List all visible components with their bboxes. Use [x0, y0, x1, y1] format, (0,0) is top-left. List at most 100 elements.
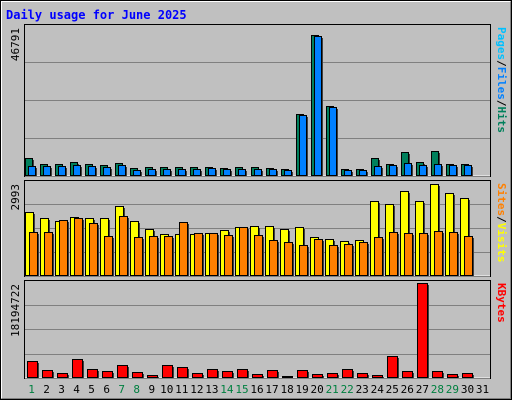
bar-sites-day-9 [149, 236, 158, 276]
legend-pages: Pages [495, 27, 508, 60]
bar-kbytes-day-28 [432, 371, 443, 378]
bar-sites-day-7 [119, 216, 128, 276]
bar-kbytes-day-24 [372, 375, 383, 378]
day-label-10: 10 [160, 383, 173, 396]
day-label-15: 15 [235, 383, 248, 396]
bar-files-day-4 [73, 165, 81, 176]
day-label-13: 13 [205, 383, 218, 396]
bar-sites-day-14 [224, 235, 233, 276]
day-label-14: 14 [220, 383, 234, 396]
bar-files-day-20 [314, 36, 322, 176]
bar-files-day-18 [284, 170, 292, 176]
bar-sites-day-19 [299, 245, 308, 276]
bar-sites-day-22 [344, 244, 353, 276]
bar-kbytes-day-14 [222, 371, 233, 378]
bar-sites-day-8 [134, 237, 143, 276]
bar-kbytes-day-11 [177, 367, 188, 378]
bar-kbytes-day-19 [297, 370, 308, 378]
bar-sites-day-5 [89, 223, 98, 276]
y-axis-legend: KBytes [495, 283, 508, 323]
bar-sites-day-1 [29, 232, 38, 276]
bar-files-day-17 [269, 169, 277, 176]
bar-files-day-5 [88, 166, 96, 176]
bar-files-day-15 [238, 169, 246, 176]
bar-files-day-19 [299, 115, 307, 176]
bar-kbytes-day-10 [162, 365, 173, 378]
bar-sites-day-15 [239, 227, 248, 276]
legend-visits: Visits [495, 223, 508, 263]
bar-files-day-28 [434, 164, 442, 176]
bar-sites-day-4 [74, 218, 83, 276]
day-label-1: 1 [28, 383, 35, 396]
day-label-16: 16 [250, 383, 263, 396]
y-max-label: 18194722 [9, 284, 22, 337]
bar-kbytes-day-29 [447, 374, 458, 378]
bar-files-day-2 [43, 166, 51, 176]
legend-kbytes: KBytes [495, 283, 508, 323]
bar-sites-day-29 [449, 232, 458, 276]
day-label-21: 21 [326, 383, 339, 396]
bar-kbytes-day-8 [132, 372, 143, 378]
bar-files-day-11 [178, 169, 186, 176]
day-label-4: 4 [73, 383, 80, 396]
bar-sites-day-20 [314, 239, 323, 276]
bar-files-day-13 [208, 168, 216, 176]
y-max-label: 2993 [9, 184, 22, 211]
bar-kbytes-day-17 [267, 370, 278, 378]
day-label-9: 9 [148, 383, 155, 396]
legend-separator: / [495, 100, 508, 107]
bar-files-day-16 [254, 169, 262, 176]
bar-files-day-12 [193, 169, 201, 176]
bar-sites-day-28 [434, 231, 443, 276]
y-axis-legend: Sites/Visits [495, 183, 508, 263]
day-label-2: 2 [43, 383, 50, 396]
bar-kbytes-day-15 [237, 369, 248, 378]
bar-kbytes-day-13 [207, 369, 218, 378]
bar-sites-day-26 [404, 233, 413, 276]
bar-kbytes-day-2 [42, 370, 53, 378]
bar-sites-day-12 [194, 233, 203, 276]
day-label-17: 17 [265, 383, 278, 396]
bar-kbytes-day-25 [387, 356, 398, 378]
bar-sites-day-13 [209, 233, 218, 276]
bar-files-day-9 [148, 169, 156, 176]
bar-files-day-29 [449, 165, 457, 176]
bar-sites-day-16 [254, 235, 263, 276]
bar-kbytes-day-18 [282, 376, 293, 378]
day-label-18: 18 [280, 383, 293, 396]
bar-sites-day-3 [59, 220, 68, 276]
bar-kbytes-day-21 [327, 373, 338, 378]
day-label-24: 24 [371, 383, 385, 396]
y-max-label: 46791 [9, 28, 22, 61]
bar-files-day-21 [329, 107, 337, 176]
bar-sites-day-30 [464, 236, 473, 276]
bar-files-day-27 [419, 165, 427, 176]
bar-kbytes-day-5 [87, 369, 98, 378]
legend-sites: Sites [495, 183, 508, 216]
bar-sites-day-17 [269, 240, 278, 276]
bar-sites-day-11 [179, 222, 188, 276]
bar-kbytes-day-27 [417, 283, 428, 378]
bar-sites-day-24 [374, 237, 383, 276]
bar-sites-day-2 [44, 232, 53, 276]
bar-files-day-14 [223, 169, 231, 176]
day-label-3: 3 [58, 383, 65, 396]
bar-files-day-22 [344, 170, 352, 176]
day-label-25: 25 [386, 383, 399, 396]
bar-files-day-3 [58, 166, 66, 176]
legend-hits: Hits [495, 107, 508, 134]
day-label-19: 19 [295, 383, 308, 396]
day-label-11: 11 [175, 383, 188, 396]
bar-kbytes-day-6 [102, 371, 113, 378]
bar-sites-day-18 [284, 242, 293, 276]
bar-files-day-26 [404, 163, 412, 176]
bar-files-day-6 [103, 167, 111, 176]
bar-kbytes-day-16 [252, 374, 263, 378]
panel-3: 18194722 KBytes [9, 280, 508, 379]
day-label-22: 22 [341, 383, 354, 396]
bar-kbytes-day-7 [117, 365, 128, 378]
bar-sites-day-23 [359, 242, 368, 276]
